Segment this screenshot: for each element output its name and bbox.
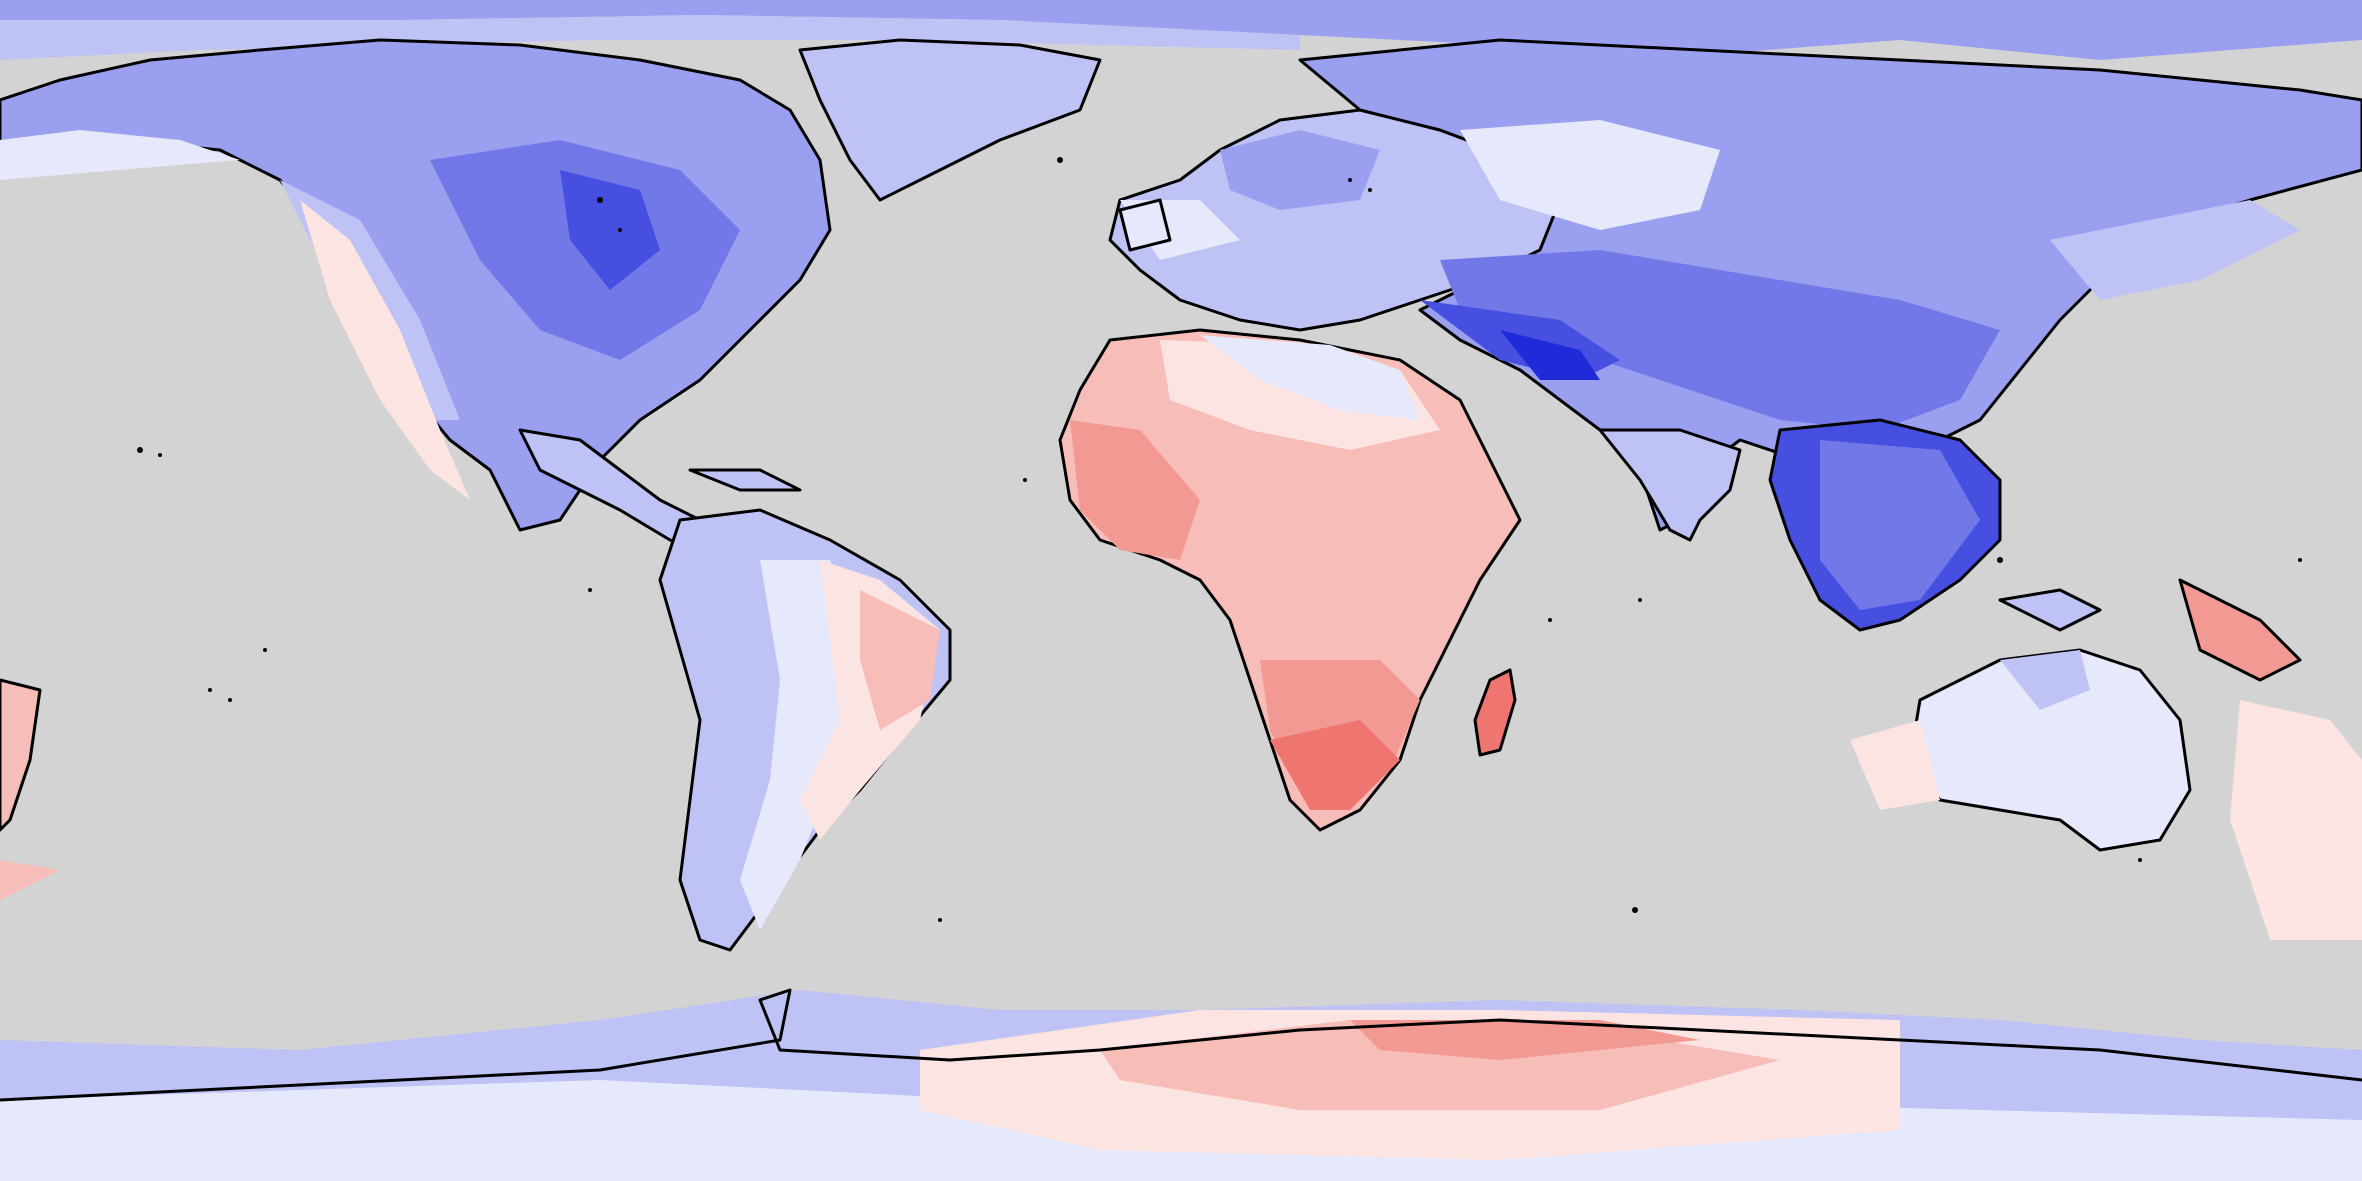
region-greenland [798, 38, 1102, 202]
region-south-america [658, 508, 952, 952]
region-antarctica [0, 988, 2362, 1181]
region-dateline-islands [0, 678, 60, 900]
arctic-sea-ice [0, 0, 2362, 60]
region-north-america [0, 38, 832, 532]
region-asia [1298, 38, 2362, 532]
region-africa [1058, 328, 1522, 832]
region-new-zealand [2230, 700, 2362, 940]
region-madagascar [1473, 668, 1517, 757]
region-australia [1850, 648, 2192, 852]
region-southeast-asia [1768, 418, 2302, 682]
region-india [1598, 428, 1742, 542]
coastline-specks [137, 157, 2302, 922]
